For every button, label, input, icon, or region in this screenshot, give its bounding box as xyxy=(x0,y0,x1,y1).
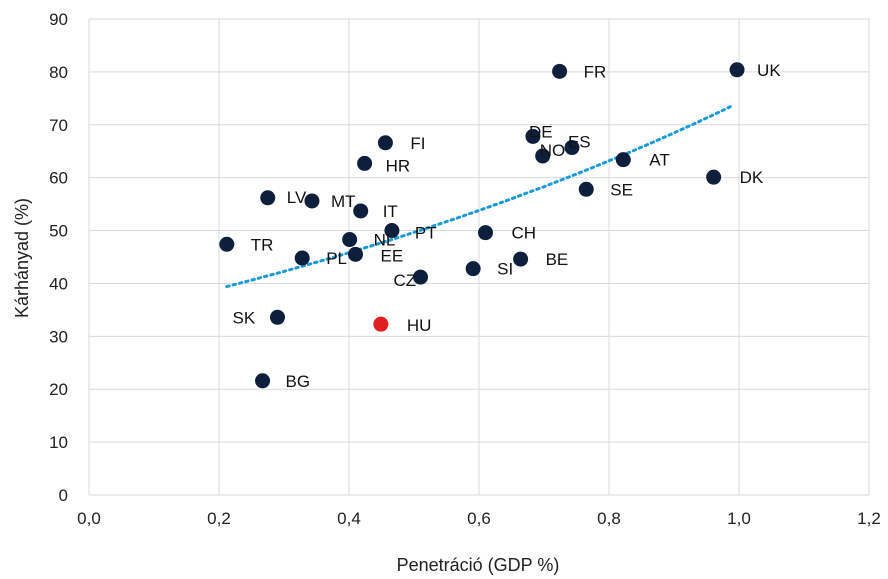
point-label-de: DE xyxy=(529,122,553,141)
y-tick-label: 40 xyxy=(49,274,68,293)
point-label-si: SI xyxy=(497,260,513,279)
point-label-at: AT xyxy=(649,151,669,170)
point-label-ch: CH xyxy=(512,224,537,243)
data-point-de xyxy=(525,128,541,144)
point-label-bg: BG xyxy=(286,372,311,391)
data-point-cz xyxy=(413,269,428,285)
y-tick-label: 90 xyxy=(49,10,68,29)
x-tick-label: 0,4 xyxy=(337,509,361,528)
point-label-hu: HU xyxy=(407,316,432,335)
x-tick-label: 0,0 xyxy=(77,509,101,528)
y-tick-label: 20 xyxy=(49,380,68,399)
data-point-fr xyxy=(552,63,568,79)
data-point-no xyxy=(535,148,551,164)
data-point-ee xyxy=(348,246,363,262)
point-label-dk: DK xyxy=(740,168,764,187)
y-tick-label: 60 xyxy=(49,169,68,188)
data-point-mt xyxy=(304,193,320,209)
data-point-bg xyxy=(255,373,271,389)
point-label-fi: FI xyxy=(410,134,425,153)
data-point-it xyxy=(353,203,369,219)
data-point-tr xyxy=(219,236,235,252)
data-point-pl xyxy=(294,250,310,266)
y-tick-label: 10 xyxy=(49,433,68,452)
point-label-pl: PL xyxy=(326,249,347,268)
data-point-pt xyxy=(384,223,400,239)
data-point-es xyxy=(564,140,580,156)
point-label-it: IT xyxy=(383,202,398,221)
y-tick-label: 0 xyxy=(59,486,68,505)
grid-lines xyxy=(88,18,870,496)
y-axis-ticks: 0 10 20 30 40 50 60 70 80 90 xyxy=(49,10,68,505)
point-label-ee: EE xyxy=(381,246,404,265)
x-tick-label: 0,2 xyxy=(207,509,231,528)
x-tick-label: 0,6 xyxy=(467,509,491,528)
y-tick-label: 50 xyxy=(49,222,68,241)
data-point-lv xyxy=(260,190,276,206)
point-label-sk: SK xyxy=(233,308,256,327)
data-point-se xyxy=(578,181,594,197)
point-label-fr: FR xyxy=(584,62,607,81)
point-label-es: ES xyxy=(568,133,591,152)
data-point-fi xyxy=(377,135,393,151)
point-label-hr: HR xyxy=(386,156,411,175)
point-label-pt: PT xyxy=(415,224,437,243)
y-tick-label: 30 xyxy=(49,327,68,346)
data-point-at xyxy=(615,152,631,168)
point-label-mt: MT xyxy=(331,192,356,211)
y-axis-title: Kárhányad (%) xyxy=(12,198,32,318)
point-label-be: BE xyxy=(546,250,569,269)
data-point-be xyxy=(513,251,529,267)
point-label-no: NO xyxy=(540,141,566,160)
point-label-uk: UK xyxy=(757,61,781,80)
point-label-nl: NL xyxy=(374,231,396,250)
data-point-hu xyxy=(373,316,389,332)
x-tick-label: 1,0 xyxy=(727,509,751,528)
point-label-tr: TR xyxy=(251,235,274,254)
data-point-ch xyxy=(478,225,493,241)
data-point-hr xyxy=(357,155,373,171)
point-label-lv: LV xyxy=(287,188,307,207)
x-axis-ticks: 0,0 0,2 0,4 0,6 0,8 1,0 1,2 xyxy=(77,509,881,528)
data-point-si xyxy=(465,261,481,277)
y-tick-label: 80 xyxy=(49,63,68,82)
point-label-se: SE xyxy=(610,180,633,199)
x-axis-title: Penetráció (GDP %) xyxy=(397,555,560,575)
point-label-cz: CZ xyxy=(394,271,417,290)
trendline-path xyxy=(225,104,734,289)
data-point-sk xyxy=(270,309,285,325)
trendline xyxy=(225,104,734,289)
x-tick-label: 1,2 xyxy=(857,509,881,528)
data-point-nl xyxy=(342,232,358,248)
x-tick-label: 0,8 xyxy=(597,509,621,528)
data-point-dk xyxy=(706,169,722,185)
data-point-uk xyxy=(729,62,745,78)
y-tick-label: 70 xyxy=(49,116,68,135)
data-points xyxy=(219,62,745,389)
